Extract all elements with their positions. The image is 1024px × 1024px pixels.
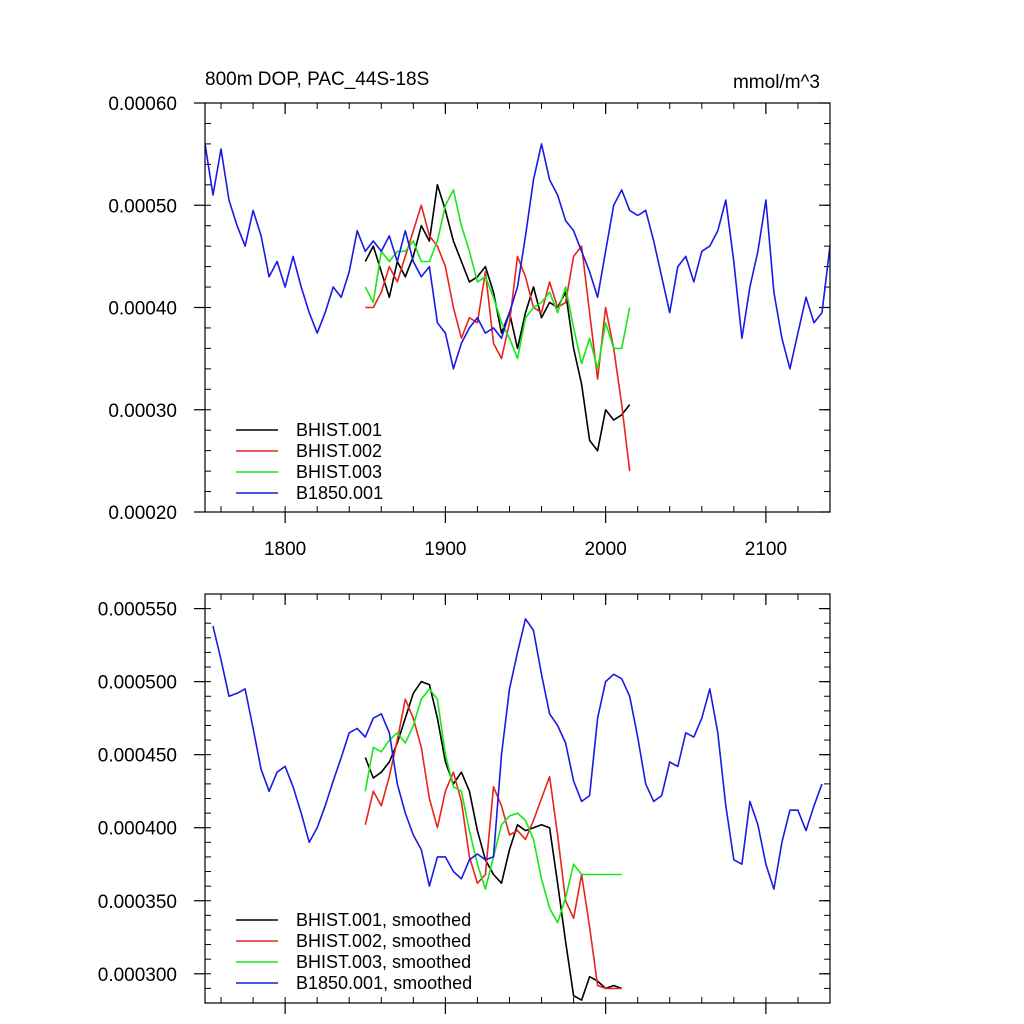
y-tick-label: 0.00040	[108, 299, 177, 320]
legend-label: BHIST.001	[296, 420, 382, 440]
y-tick-label: 0.000300	[98, 965, 177, 986]
y-tick-label: 0.000350	[98, 892, 177, 913]
y-tick-label: 0.00050	[108, 196, 177, 217]
bottom-axis-labels: 0.000300 0.000350 0.000400 0.000450 0.000500…	[98, 600, 177, 986]
y-tick-label: 0.000450	[98, 746, 177, 767]
top-chart-units: mmol/m^3	[733, 72, 820, 93]
bottom-series-line-2	[364, 698, 622, 990]
top-series-line-4	[205, 143, 830, 370]
x-tick-label: 2000	[585, 539, 627, 560]
bottom-series-lines	[212, 617, 823, 1001]
bottom-axis-ticks	[194, 593, 831, 1014]
legend-label: BHIST.001, smoothed	[296, 910, 471, 930]
legend-label: BHIST.003, smoothed	[296, 952, 471, 972]
top-axis-labels: 1800 1900 2000 2100 0.00020 0.00030 0.00040 0.0…	[108, 94, 787, 560]
top-series-lines	[205, 143, 830, 472]
legend-label: B1850.001	[296, 483, 383, 503]
legend-label: BHIST.002	[296, 441, 382, 461]
y-tick-label: 0.000500	[98, 673, 177, 694]
bottom-series-line-4	[212, 617, 823, 890]
bottom-plot-frame	[204, 593, 831, 1004]
top-axis-ticks	[194, 102, 831, 523]
y-tick-label: 0.00020	[108, 503, 177, 524]
y-tick-label: 0.000550	[98, 600, 177, 621]
top-chart-title: 800m DOP, PAC_44S-18S	[205, 69, 429, 90]
legend-label: BHIST.002, smoothed	[296, 931, 471, 951]
x-tick-label: 2100	[745, 539, 787, 560]
bottom-chart-panel: 0.000300 0.000350 0.000400 0.000450 0.000500…	[98, 593, 831, 1014]
legend-label: B1850.001, smoothed	[296, 973, 472, 993]
top-chart-panel: 800m DOP, PAC_44S-18S mmol/m^3 1800 1900 2…	[108, 69, 831, 560]
bottom-series-line-1	[364, 680, 622, 1001]
y-tick-label: 0.00030	[108, 401, 177, 422]
y-tick-label: 0.00060	[108, 94, 177, 115]
x-tick-label: 1800	[264, 539, 306, 560]
legend-label: BHIST.003	[296, 462, 382, 482]
x-tick-label: 1900	[424, 539, 466, 560]
y-tick-label: 0.000400	[98, 819, 177, 840]
top-plot-frame	[204, 102, 831, 513]
